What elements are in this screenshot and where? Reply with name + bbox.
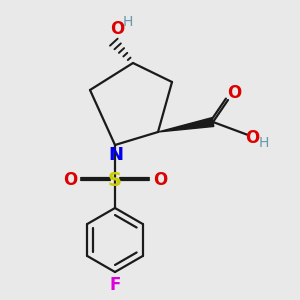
Text: H: H xyxy=(123,15,133,29)
Text: F: F xyxy=(109,276,121,294)
Polygon shape xyxy=(158,118,214,132)
Text: O: O xyxy=(245,129,259,147)
Text: O: O xyxy=(63,171,77,189)
Text: N: N xyxy=(109,146,124,164)
Text: O: O xyxy=(153,171,167,189)
Text: H: H xyxy=(259,136,269,150)
Text: O: O xyxy=(110,20,124,38)
Text: S: S xyxy=(108,170,122,190)
Text: O: O xyxy=(227,84,241,102)
